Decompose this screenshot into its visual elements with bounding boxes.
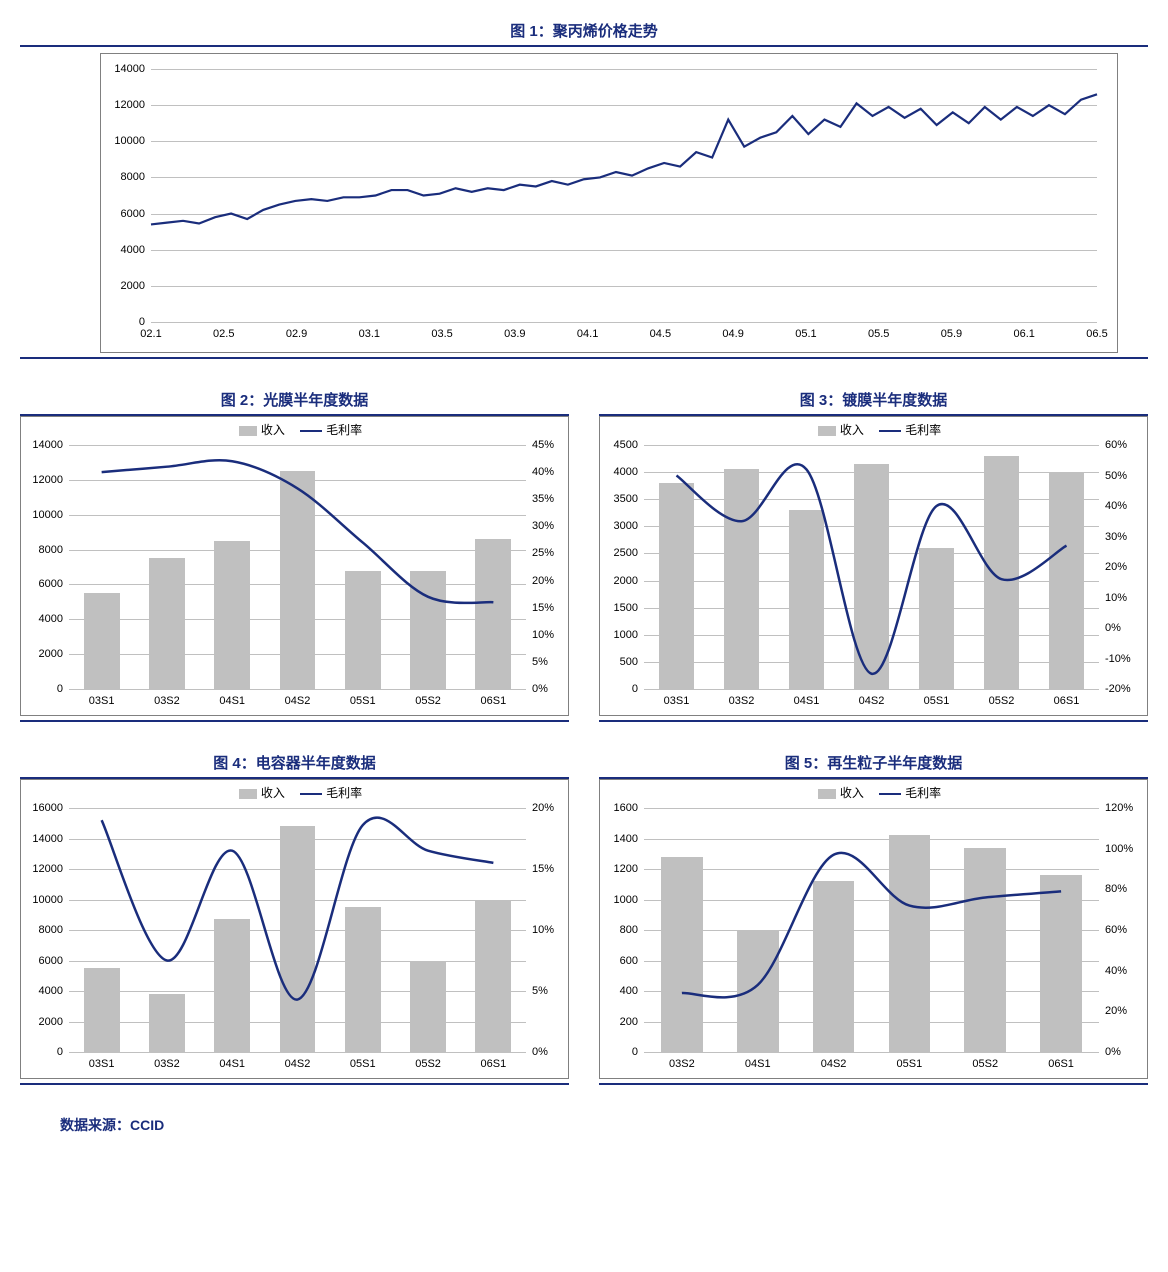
chart3-block: 图 3：镀膜半年度数据 收入 毛利率 050010001500200025003… — [599, 389, 1148, 722]
chart4-title: 图 4：电容器半年度数据 — [20, 752, 569, 773]
chart4-plot: 02000400060008000100001200014000160000%5… — [69, 808, 526, 1052]
legend-label-bar: 收入 — [840, 423, 864, 437]
legend-swatch-bar — [818, 789, 836, 799]
chart5-plot: 020040060080010001200140016000%20%40%60%… — [644, 808, 1099, 1052]
chart2-rule-bot — [20, 720, 569, 722]
chart5-area: 收入 毛利率 020040060080010001200140016000%20… — [599, 779, 1148, 1079]
chart3-area: 收入 毛利率 050010001500200025003000350040004… — [599, 416, 1148, 716]
chart1-area: 0200040006000800010000120001400002.102.5… — [100, 53, 1118, 353]
chart1-rule-top — [20, 45, 1148, 47]
legend-label-line: 毛利率 — [326, 786, 362, 800]
chart2-plot: 020004000600080001000012000140000%5%10%1… — [69, 445, 526, 689]
legend-swatch-bar — [239, 789, 257, 799]
legend-swatch-line — [879, 430, 901, 432]
chart1-title: 图 1：聚丙烯价格走势 — [20, 20, 1148, 41]
data-source: 数据来源：CCID — [60, 1115, 1148, 1135]
row-charts-2-3: 图 2：光膜半年度数据 收入 毛利率 020004000600080001000… — [20, 389, 1148, 722]
legend-swatch-bar — [239, 426, 257, 436]
chart5-legend: 收入 毛利率 — [600, 780, 1147, 805]
chart1-plot: 0200040006000800010000120001400002.102.5… — [151, 69, 1097, 322]
legend-label-line: 毛利率 — [905, 423, 941, 437]
chart5-rule-bot — [599, 1083, 1148, 1085]
legend-swatch-line — [300, 793, 322, 795]
chart2-block: 图 2：光膜半年度数据 收入 毛利率 020004000600080001000… — [20, 389, 569, 722]
chart4-area: 收入 毛利率 020004000600080001000012000140001… — [20, 779, 569, 1079]
legend-label-line: 毛利率 — [326, 423, 362, 437]
row-charts-4-5: 图 4：电容器半年度数据 收入 毛利率 02000400060008000100… — [20, 752, 1148, 1085]
legend-swatch-bar — [818, 426, 836, 436]
chart5-title: 图 5：再生粒子半年度数据 — [599, 752, 1148, 773]
chart3-plot: 050010001500200025003000350040004500-20%… — [644, 445, 1099, 689]
legend-label-bar: 收入 — [261, 786, 285, 800]
legend-swatch-line — [879, 793, 901, 795]
chart1-block: 图 1：聚丙烯价格走势 0200040006000800010000120001… — [20, 20, 1148, 359]
chart4-legend: 收入 毛利率 — [21, 780, 568, 805]
chart2-area: 收入 毛利率 020004000600080001000012000140000… — [20, 416, 569, 716]
chart4-rule-bot — [20, 1083, 569, 1085]
chart3-rule-bot — [599, 720, 1148, 722]
chart1-rule-bot — [20, 357, 1148, 359]
chart5-block: 图 5：再生粒子半年度数据 收入 毛利率 0200400600800100012… — [599, 752, 1148, 1085]
chart2-legend: 收入 毛利率 — [21, 417, 568, 442]
chart3-legend: 收入 毛利率 — [600, 417, 1147, 442]
legend-label-bar: 收入 — [261, 423, 285, 437]
chart4-block: 图 4：电容器半年度数据 收入 毛利率 02000400060008000100… — [20, 752, 569, 1085]
legend-label-line: 毛利率 — [905, 786, 941, 800]
chart2-title: 图 2：光膜半年度数据 — [20, 389, 569, 410]
legend-swatch-line — [300, 430, 322, 432]
chart3-title: 图 3：镀膜半年度数据 — [599, 389, 1148, 410]
legend-label-bar: 收入 — [840, 786, 864, 800]
